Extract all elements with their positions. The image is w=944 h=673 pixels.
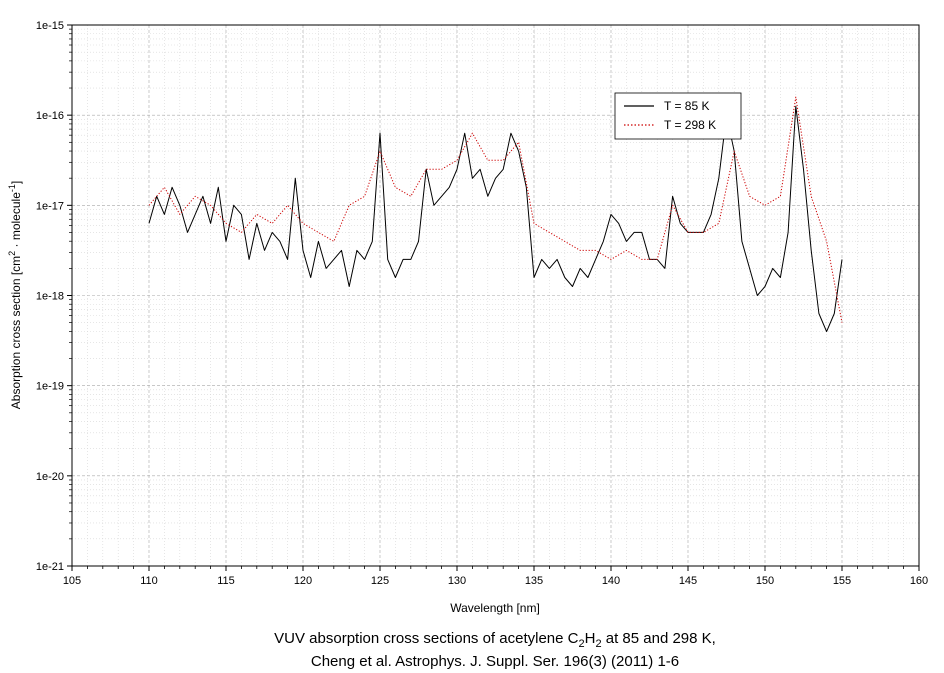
y-label-sup1: 2 xyxy=(7,251,17,256)
x-tick-label: 105 xyxy=(63,575,81,587)
legend: T = 85 K T = 298 K xyxy=(614,92,742,140)
y-tick-label: 1e-19 xyxy=(36,381,64,393)
y-label-end: ] xyxy=(9,181,23,184)
y-tick-label: 1e-16 xyxy=(36,110,64,122)
axis-ticks: 105 110 115 120 125 130 135 140 145 150 155 160 1e-2… xyxy=(36,20,928,587)
y-tick-label: 1e-15 xyxy=(36,20,64,32)
y-tick-label: 1e-17 xyxy=(36,200,64,212)
caption-sub-1: 2 xyxy=(578,638,584,650)
caption-line-1: VUV absorption cross sections of acetyle… xyxy=(274,630,716,650)
x-tick-label: 130 xyxy=(448,575,466,587)
y-tick-label: 1e-20 xyxy=(36,471,64,483)
x-tick-label: 135 xyxy=(525,575,543,587)
y-label-mid: · molecule xyxy=(9,192,23,251)
x-tick-label: 160 xyxy=(910,575,928,587)
series-line-298k xyxy=(148,96,843,323)
caption-part-b: H xyxy=(585,630,596,647)
legend-label-85k: T = 85 K xyxy=(664,99,709,113)
x-tick-label: 150 xyxy=(756,575,774,587)
x-tick-label: 145 xyxy=(679,575,697,587)
y-tick-label: 1e-21 xyxy=(36,561,64,573)
x-axis-label: Wavelength [nm] xyxy=(450,601,540,615)
x-tick-label: 140 xyxy=(602,575,620,587)
legend-label-298k: T = 298 K xyxy=(664,118,716,132)
caption-part-a: VUV absorption cross sections of acetyle… xyxy=(274,630,578,647)
x-tick-label: 155 xyxy=(833,575,851,587)
y-label-sup2: -1 xyxy=(7,184,17,192)
legend-box xyxy=(614,92,742,140)
caption-line-2: Cheng et al. Astrophys. J. Suppl. Ser. 1… xyxy=(311,653,679,670)
x-tick-label: 110 xyxy=(140,575,158,587)
x-tick-label: 115 xyxy=(217,575,235,587)
x-tick-label: 120 xyxy=(294,575,312,587)
y-label-main: Absorption cross section [cm xyxy=(9,256,23,409)
caption-part-c: at 85 and 298 K, xyxy=(602,630,716,647)
y-tick-label: 1e-18 xyxy=(36,291,64,303)
x-tick-label: 125 xyxy=(371,575,389,587)
caption-sub-2: 2 xyxy=(595,638,601,650)
y-axis-label: Absorption cross section [cm2 · molecule… xyxy=(7,181,23,409)
